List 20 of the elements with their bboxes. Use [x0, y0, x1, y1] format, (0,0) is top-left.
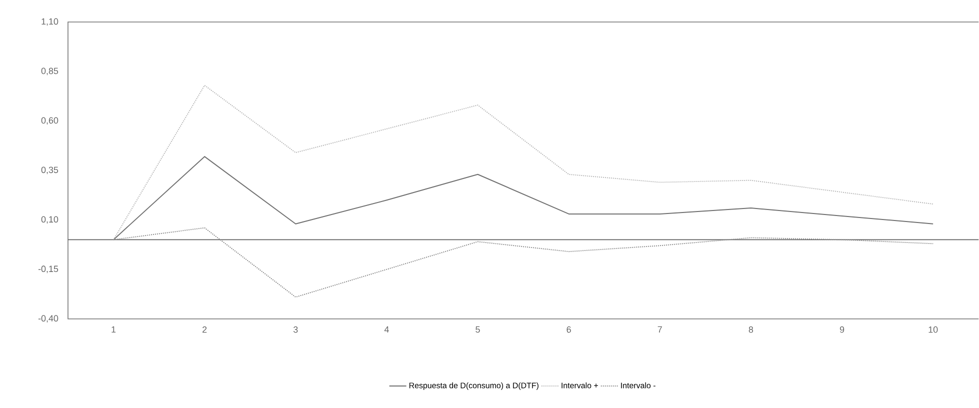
line-series: [113, 84, 934, 240]
y-tick-label: -0,40: [38, 315, 58, 323]
line-series: [113, 156, 934, 240]
y-tick-label: 0,35: [41, 166, 58, 174]
y-tick-label: 0,60: [41, 117, 58, 125]
x-tick-label: 3: [293, 326, 298, 333]
y-tick-label: -0,15: [38, 266, 58, 274]
x-tick-label: 10: [928, 326, 938, 333]
x-tick-label: 9: [840, 326, 844, 333]
x-tick-label: 4: [384, 326, 389, 333]
x-tick-label: 5: [476, 326, 480, 333]
x-tick-label: 2: [202, 326, 207, 333]
x-tick-label: 6: [566, 326, 571, 333]
y-tick-label: 1,10: [42, 18, 58, 26]
x-tick-label: 7: [658, 326, 662, 333]
x-tick-label: 1: [112, 326, 116, 333]
line-series: [113, 227, 934, 298]
y-tick-label: 0,85: [41, 68, 58, 76]
x-tick-label: 8: [748, 326, 754, 333]
y-tick-label: 0,10: [41, 216, 58, 224]
